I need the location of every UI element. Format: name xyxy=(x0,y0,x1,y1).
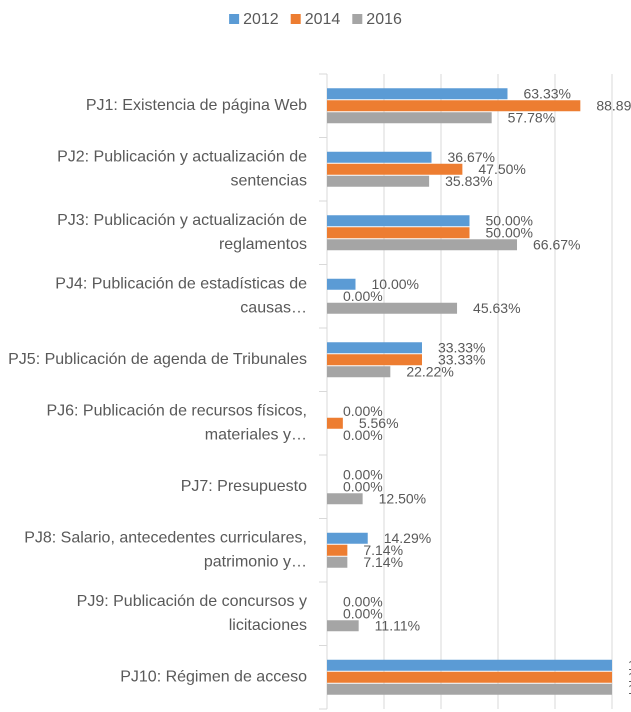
value-label: 50.00% xyxy=(486,224,533,240)
value-label: 47.50% xyxy=(478,161,525,177)
value-label: 33.33% xyxy=(438,339,485,355)
legend-item: 2014 xyxy=(290,11,341,28)
legend-item: 2012 xyxy=(229,11,279,28)
bar xyxy=(327,112,492,124)
legend-swatch xyxy=(229,14,240,24)
bar xyxy=(327,88,508,100)
legend-label: 2014 xyxy=(305,11,341,28)
bar xyxy=(327,532,368,544)
value-label: 14.29% xyxy=(384,530,431,546)
value-label: 11.11% xyxy=(375,617,420,633)
legend-label: 2012 xyxy=(243,11,279,28)
bar xyxy=(327,163,463,175)
value-label: 22.22% xyxy=(406,363,453,379)
value-label: 0.00% xyxy=(343,288,383,304)
value-label: 10.00% xyxy=(372,276,419,292)
bar xyxy=(327,278,356,290)
bar xyxy=(327,239,518,251)
bar xyxy=(327,354,422,366)
value-label: 100.00% xyxy=(628,681,631,697)
bar xyxy=(327,175,430,187)
bar xyxy=(327,493,363,505)
bar xyxy=(327,544,348,556)
value-label: 45.63% xyxy=(473,300,520,316)
legend-label: 2016 xyxy=(366,11,402,28)
category-label: PJ7: Presupuesto xyxy=(181,478,307,495)
bar xyxy=(327,671,612,683)
category-label: PJ6: Publicación de recursos físicos, mat… xyxy=(46,402,307,443)
value-label: 0.00% xyxy=(343,593,383,609)
category-label: PJ2: Publicación y actualización de sente… xyxy=(57,148,307,189)
value-label: 63.33% xyxy=(523,85,570,101)
value-label: 0.00% xyxy=(343,403,383,419)
category-label: PJ9: Publicación de concursos y licitacio… xyxy=(77,593,307,634)
value-label: 7.14% xyxy=(363,554,403,570)
bar xyxy=(327,100,581,112)
category-label: PJ10: Régimen de acceso xyxy=(120,668,307,685)
bar xyxy=(327,683,612,695)
value-label: 0.00% xyxy=(343,427,383,443)
bar xyxy=(327,620,359,632)
category-label: PJ5: Publicación de agenda de Tribunales xyxy=(8,351,307,368)
bar xyxy=(327,556,348,568)
legend-item: 2016 xyxy=(352,11,402,28)
bar xyxy=(327,227,470,239)
value-label: 0.00% xyxy=(343,478,383,494)
value-label: 0.00% xyxy=(343,605,383,621)
value-label: 66.67% xyxy=(533,236,580,252)
value-label: 7.14% xyxy=(363,542,403,558)
value-label: 0.00% xyxy=(343,466,383,482)
bar xyxy=(327,302,458,314)
value-label: 50.00% xyxy=(486,212,533,228)
value-label: 100.00% xyxy=(628,669,631,685)
legend-swatch xyxy=(290,14,301,24)
value-label: 100.00% xyxy=(628,657,631,673)
bar xyxy=(327,417,343,429)
bar xyxy=(327,366,391,378)
value-label: 36.67% xyxy=(448,149,495,165)
value-label: 57.78% xyxy=(508,109,555,125)
category-label: PJ4: Publicación de estadísticas de causa… xyxy=(55,275,307,316)
bar xyxy=(327,215,470,227)
bar xyxy=(327,151,432,163)
bar xyxy=(327,342,422,354)
value-label: 5.56% xyxy=(359,415,399,431)
value-label: 33.33% xyxy=(438,351,485,367)
category-label: PJ3: Publicación y actualización de regla… xyxy=(57,212,307,253)
value-label: 12.50% xyxy=(379,490,426,506)
category-label: PJ1: Existencia de página Web xyxy=(86,97,307,114)
legend-swatch xyxy=(352,14,363,24)
category-label: PJ8: Salario, antecedentes curriculares,… xyxy=(24,529,307,570)
value-label: 35.83% xyxy=(445,173,492,189)
bar xyxy=(327,659,612,671)
value-label: 88.89% xyxy=(596,97,631,113)
